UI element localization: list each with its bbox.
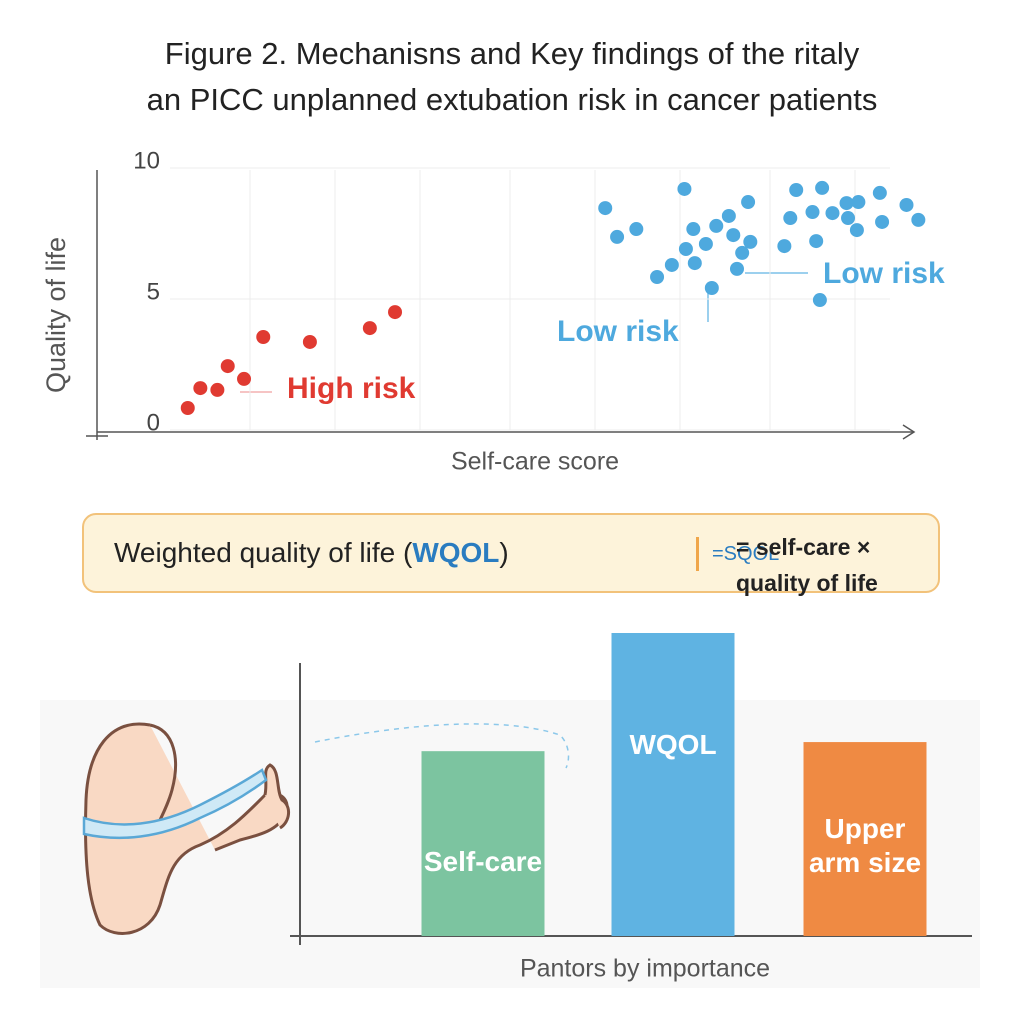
formula-line: = self-care × — [736, 534, 871, 560]
point — [362, 321, 377, 336]
point — [735, 245, 750, 260]
point — [721, 208, 736, 223]
point — [839, 196, 854, 211]
point — [789, 183, 804, 198]
point — [388, 305, 403, 320]
connector — [314, 723, 570, 769]
annotation: High risk — [287, 372, 416, 405]
point — [193, 381, 208, 396]
point — [841, 211, 856, 226]
point — [815, 180, 830, 195]
point — [743, 234, 758, 249]
point — [302, 334, 317, 349]
point — [237, 371, 252, 386]
point — [598, 201, 613, 216]
formula-rhs: = self-care × quality of life — [736, 529, 878, 601]
point — [704, 280, 719, 295]
formula-abbr: WQOL — [412, 537, 500, 568]
point — [629, 222, 644, 237]
point — [210, 382, 225, 397]
x-axis-label: Pantors by importance — [520, 955, 770, 983]
point — [875, 214, 890, 229]
formula-box: Weighted quality of life (WQOL) =SQOL = … — [82, 513, 940, 596]
y-tick-label: 10 — [133, 147, 160, 174]
formula-small: =SQOL — [712, 543, 780, 565]
point — [678, 241, 693, 256]
separator — [696, 537, 699, 571]
point — [709, 218, 724, 233]
point — [664, 257, 679, 272]
x-axis-arrow — [902, 424, 916, 440]
annotation: Low risk — [557, 315, 679, 348]
point — [677, 181, 692, 196]
formula-close: ) — [499, 537, 509, 568]
point — [610, 229, 625, 244]
bar-label: Self-care — [423, 846, 543, 877]
point — [783, 211, 798, 226]
point — [650, 269, 665, 284]
annotation: Low risk — [823, 257, 945, 290]
point — [805, 205, 820, 220]
point — [777, 239, 792, 254]
formula-lead: Weighted quality of life ( — [114, 537, 413, 568]
title-line: Figure 2. Mechanisns and Key findings of… — [164, 36, 860, 71]
point — [729, 261, 744, 276]
point — [726, 228, 741, 243]
point — [911, 212, 926, 227]
point — [851, 195, 866, 210]
point — [698, 236, 713, 251]
x-axis-label: Self-care score — [451, 448, 619, 476]
point — [220, 359, 235, 374]
point — [741, 195, 756, 210]
bar — [611, 633, 735, 936]
point — [809, 234, 824, 249]
bar — [421, 751, 545, 936]
point — [849, 223, 864, 238]
title-line: an PICC unplanned extubation risk in can… — [146, 82, 878, 117]
point — [686, 222, 701, 237]
formula-line: quality of life — [736, 570, 878, 596]
point — [872, 185, 887, 200]
bar-label: WQOL — [629, 729, 717, 760]
bar-label: Upper arm size — [808, 813, 922, 878]
scatter-chart: Self-care score Quality of life 0 5 10 High… — [41, 147, 945, 476]
point — [687, 256, 702, 271]
point — [899, 197, 914, 212]
point — [812, 293, 827, 308]
point — [256, 329, 271, 344]
y-tick-label: 5 — [147, 278, 160, 305]
y-axis-label: Quality of life — [41, 237, 71, 393]
y-tick-label: 0 — [147, 409, 160, 436]
formula-text: Weighted quality of life (WQOL) — [114, 537, 509, 569]
point — [825, 206, 840, 221]
arm-illustration — [82, 722, 290, 935]
point — [180, 400, 195, 415]
